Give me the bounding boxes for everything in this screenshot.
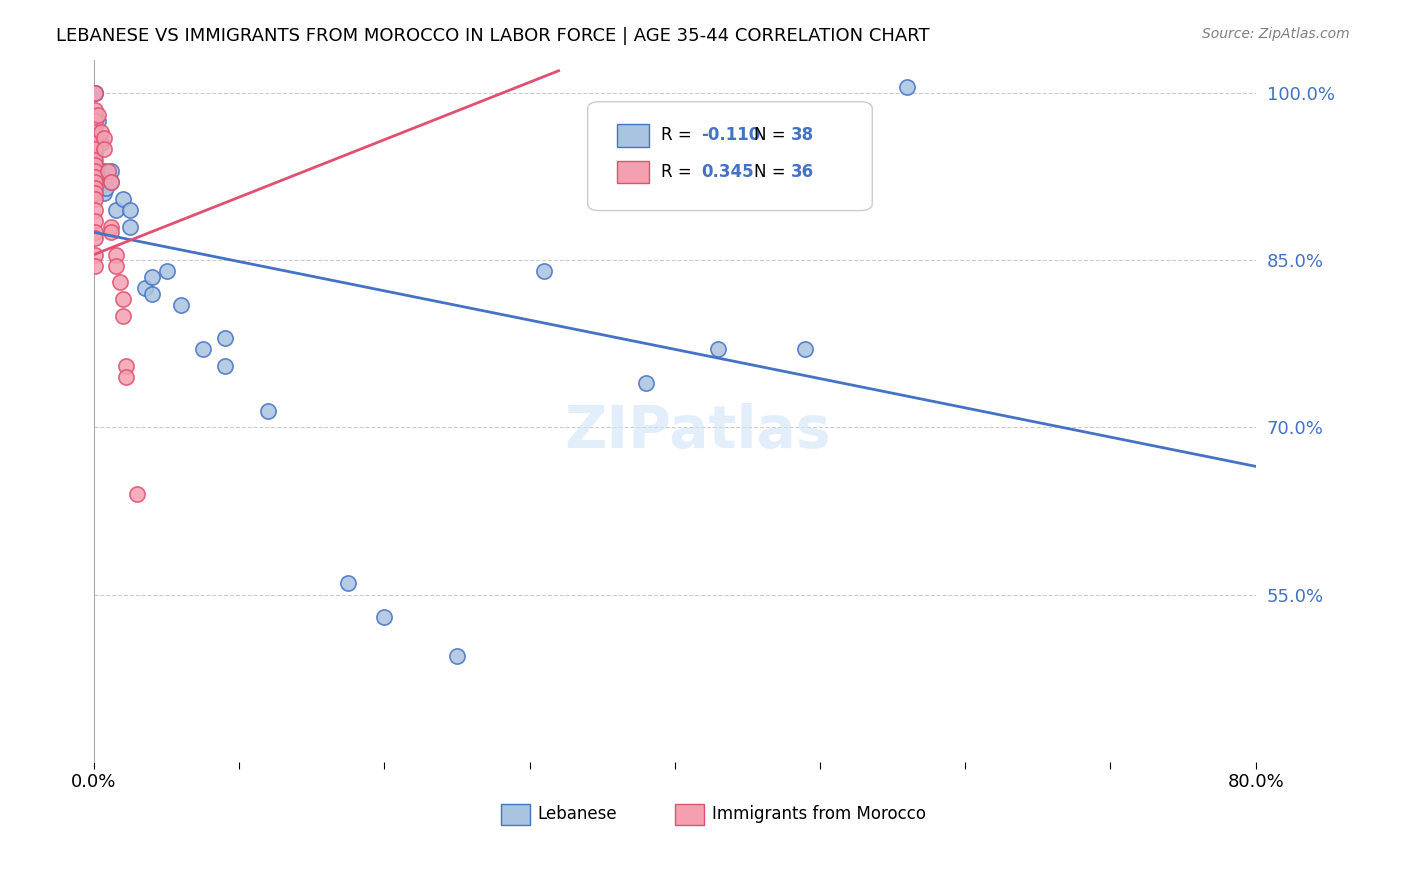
Point — [84, 175, 107, 189]
Point — [100, 225, 122, 239]
Text: 0.345: 0.345 — [702, 163, 754, 181]
FancyBboxPatch shape — [588, 102, 872, 211]
Point — [94, 180, 117, 194]
Point — [84, 86, 107, 100]
Text: 36: 36 — [792, 163, 814, 181]
Point — [115, 370, 138, 384]
Text: -0.110: -0.110 — [702, 127, 761, 145]
Point — [115, 359, 138, 373]
Point — [111, 192, 134, 206]
Point — [84, 175, 107, 189]
Point — [634, 376, 657, 390]
Point — [84, 259, 107, 273]
Point — [84, 125, 107, 139]
Point — [214, 359, 236, 373]
Point — [84, 103, 107, 117]
Point — [84, 136, 107, 151]
Text: 38: 38 — [792, 127, 814, 145]
Text: R =: R = — [661, 163, 697, 181]
Point — [104, 247, 127, 261]
Point — [84, 180, 107, 194]
Point — [84, 136, 107, 151]
Point — [84, 164, 107, 178]
Point — [134, 281, 156, 295]
Text: Immigrants from Morocco: Immigrants from Morocco — [711, 805, 927, 823]
Point — [108, 276, 131, 290]
Point — [111, 292, 134, 306]
Point — [141, 286, 163, 301]
Point — [93, 142, 115, 156]
Bar — [675, 804, 704, 825]
Bar — [617, 161, 650, 183]
Text: Source: ZipAtlas.com: Source: ZipAtlas.com — [1202, 27, 1350, 41]
Point — [127, 487, 149, 501]
Point — [84, 180, 107, 194]
Point — [87, 108, 110, 122]
Point — [93, 175, 115, 189]
Point — [141, 269, 163, 284]
Point — [120, 219, 142, 234]
Point — [120, 202, 142, 217]
Point — [93, 186, 115, 201]
Point — [170, 298, 193, 312]
Point — [155, 264, 177, 278]
Point — [100, 175, 122, 189]
Point — [104, 202, 127, 217]
Point — [87, 114, 110, 128]
Point — [84, 142, 107, 156]
Point — [93, 164, 115, 178]
Text: Lebanese: Lebanese — [537, 805, 617, 823]
Point — [373, 609, 395, 624]
Point — [90, 164, 112, 178]
Point — [100, 219, 122, 234]
Point — [84, 86, 107, 100]
Point — [97, 164, 120, 178]
Point — [446, 648, 468, 663]
Point — [100, 175, 122, 189]
Point — [100, 164, 122, 178]
Point — [84, 108, 107, 122]
Text: LEBANESE VS IMMIGRANTS FROM MOROCCO IN LABOR FORCE | AGE 35-44 CORRELATION CHART: LEBANESE VS IMMIGRANTS FROM MOROCCO IN L… — [56, 27, 929, 45]
Point — [84, 86, 107, 100]
Bar — [501, 804, 530, 825]
Point — [84, 247, 107, 261]
Point — [84, 192, 107, 206]
Text: N =: N = — [754, 127, 790, 145]
Point — [84, 153, 107, 167]
Point — [84, 231, 107, 245]
Text: ZIPatlas: ZIPatlas — [565, 403, 831, 460]
Point — [84, 169, 107, 184]
Point — [794, 343, 817, 357]
Point — [84, 114, 107, 128]
Point — [84, 186, 107, 201]
Point — [257, 403, 280, 417]
Point — [533, 264, 555, 278]
Bar — [617, 124, 650, 146]
Point — [191, 343, 214, 357]
Point — [90, 125, 112, 139]
Point — [84, 159, 107, 173]
Point — [896, 80, 918, 95]
Text: N =: N = — [754, 163, 790, 181]
Point — [84, 169, 107, 184]
Point — [90, 136, 112, 151]
Point — [707, 343, 730, 357]
Point — [84, 202, 107, 217]
Point — [87, 130, 110, 145]
Point — [84, 186, 107, 201]
Point — [214, 331, 236, 345]
Point — [84, 225, 107, 239]
Text: R =: R = — [661, 127, 697, 145]
Point — [90, 169, 112, 184]
Point — [93, 130, 115, 145]
Point — [84, 147, 107, 161]
Point — [84, 214, 107, 228]
Point — [84, 164, 107, 178]
Point — [84, 125, 107, 139]
Point — [111, 309, 134, 323]
Point — [337, 576, 360, 591]
Point — [104, 259, 127, 273]
